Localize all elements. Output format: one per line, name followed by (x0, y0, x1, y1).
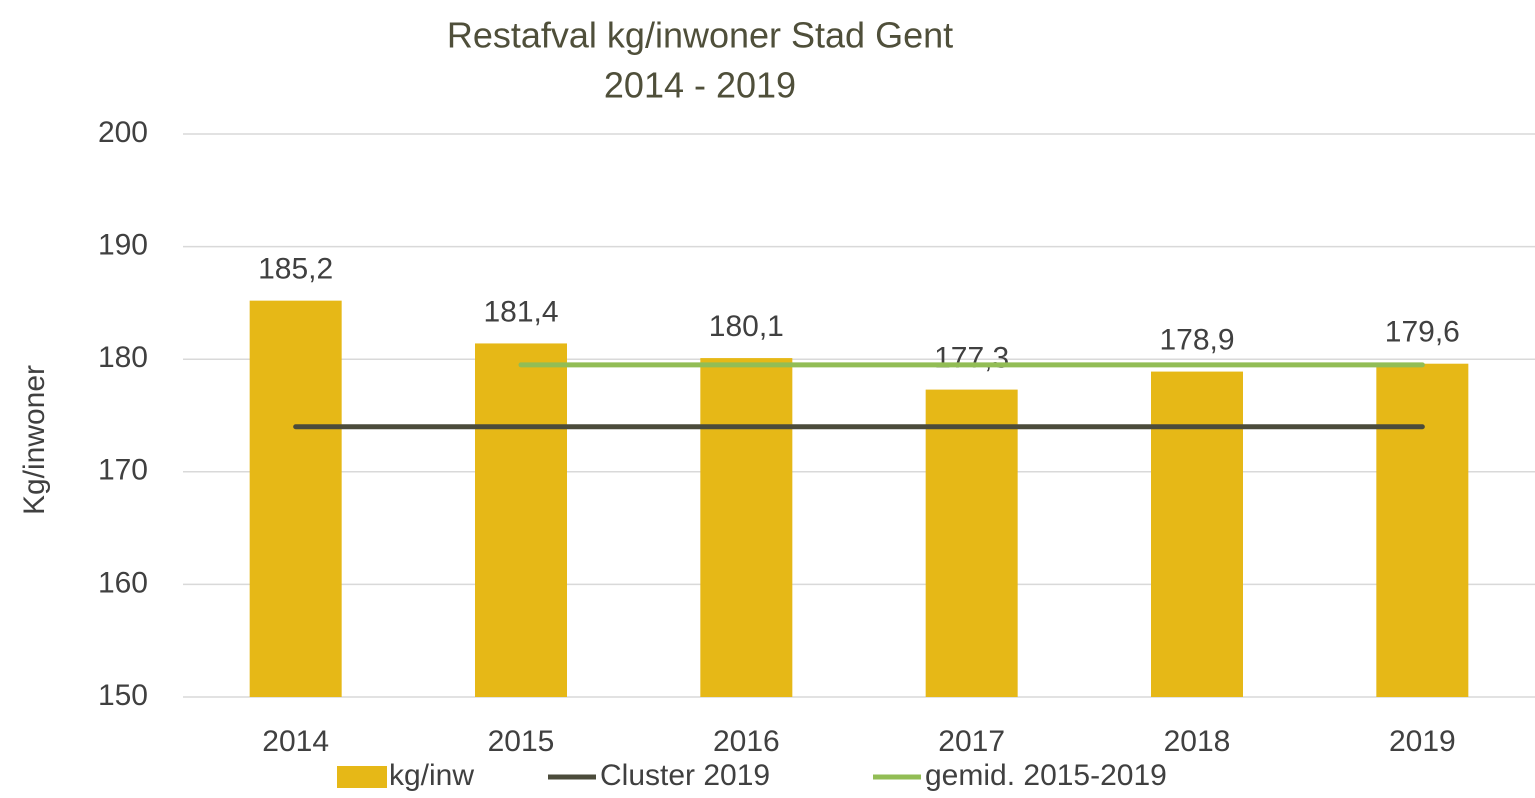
data-label: 181,4 (483, 295, 558, 328)
y-axis-label: Kg/inwoner (18, 365, 51, 515)
legend-label: Cluster 2019 (600, 759, 770, 792)
legend-label: kg/inw (389, 759, 474, 792)
bar (249, 300, 342, 697)
bar (1151, 371, 1243, 697)
data-label: 180,1 (709, 310, 784, 343)
legend-label: gemid. 2015-2019 (925, 759, 1167, 792)
chart-subtitle: 2014 - 2019 (604, 65, 796, 106)
y-tick-label: 190 (98, 229, 148, 262)
bar (925, 389, 1018, 697)
y-tick-label: 170 (98, 454, 148, 487)
data-label: 177,3 (934, 342, 1009, 375)
bar (475, 343, 567, 697)
chart-title: Restafval kg/inwoner Stad Gent (447, 15, 953, 56)
x-tick-label: 2014 (262, 725, 329, 758)
data-label: 179,6 (1385, 316, 1460, 349)
x-tick-label: 2017 (938, 725, 1005, 758)
bar (1376, 363, 1469, 697)
y-tick-label: 160 (98, 566, 148, 599)
y-tick-label: 200 (98, 116, 148, 149)
legend-swatch (337, 766, 387, 788)
data-label: 178,9 (1159, 324, 1234, 357)
x-tick-label: 2019 (1389, 725, 1456, 758)
data-label: 185,2 (258, 253, 333, 286)
y-tick-label: 150 (98, 679, 148, 712)
x-tick-label: 2016 (713, 725, 780, 758)
x-tick-label: 2018 (1164, 725, 1231, 758)
bar (700, 358, 793, 697)
y-tick-label: 180 (98, 341, 148, 374)
x-tick-label: 2015 (488, 725, 555, 758)
